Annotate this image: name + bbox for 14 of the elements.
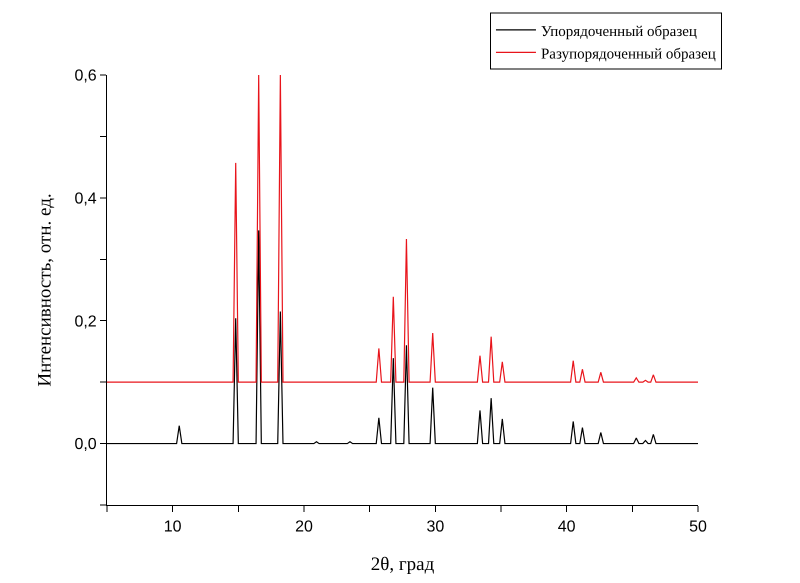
x-tick-label: 10 (164, 518, 182, 536)
x-tick-label: 50 (689, 518, 707, 536)
legend-label: Упорядоченный образец (540, 24, 697, 40)
y-axis-title: Интенсивность, отн. ед. (34, 193, 56, 387)
line-series (107, 75, 698, 383)
x-tick-label: 20 (295, 518, 313, 536)
y-tick-label: 0,6 (74, 68, 97, 85)
y-tick-label: 0,4 (74, 190, 97, 208)
legend-label: Разупорядоченный образец (540, 46, 716, 62)
x-axis-title: 2θ, град (370, 554, 435, 576)
y-tick-label: 0,0 (74, 436, 97, 454)
y-tick-label: 0,2 (74, 313, 97, 330)
x-tick-label: 30 (426, 518, 444, 536)
x-tick-label: 40 (558, 518, 576, 536)
